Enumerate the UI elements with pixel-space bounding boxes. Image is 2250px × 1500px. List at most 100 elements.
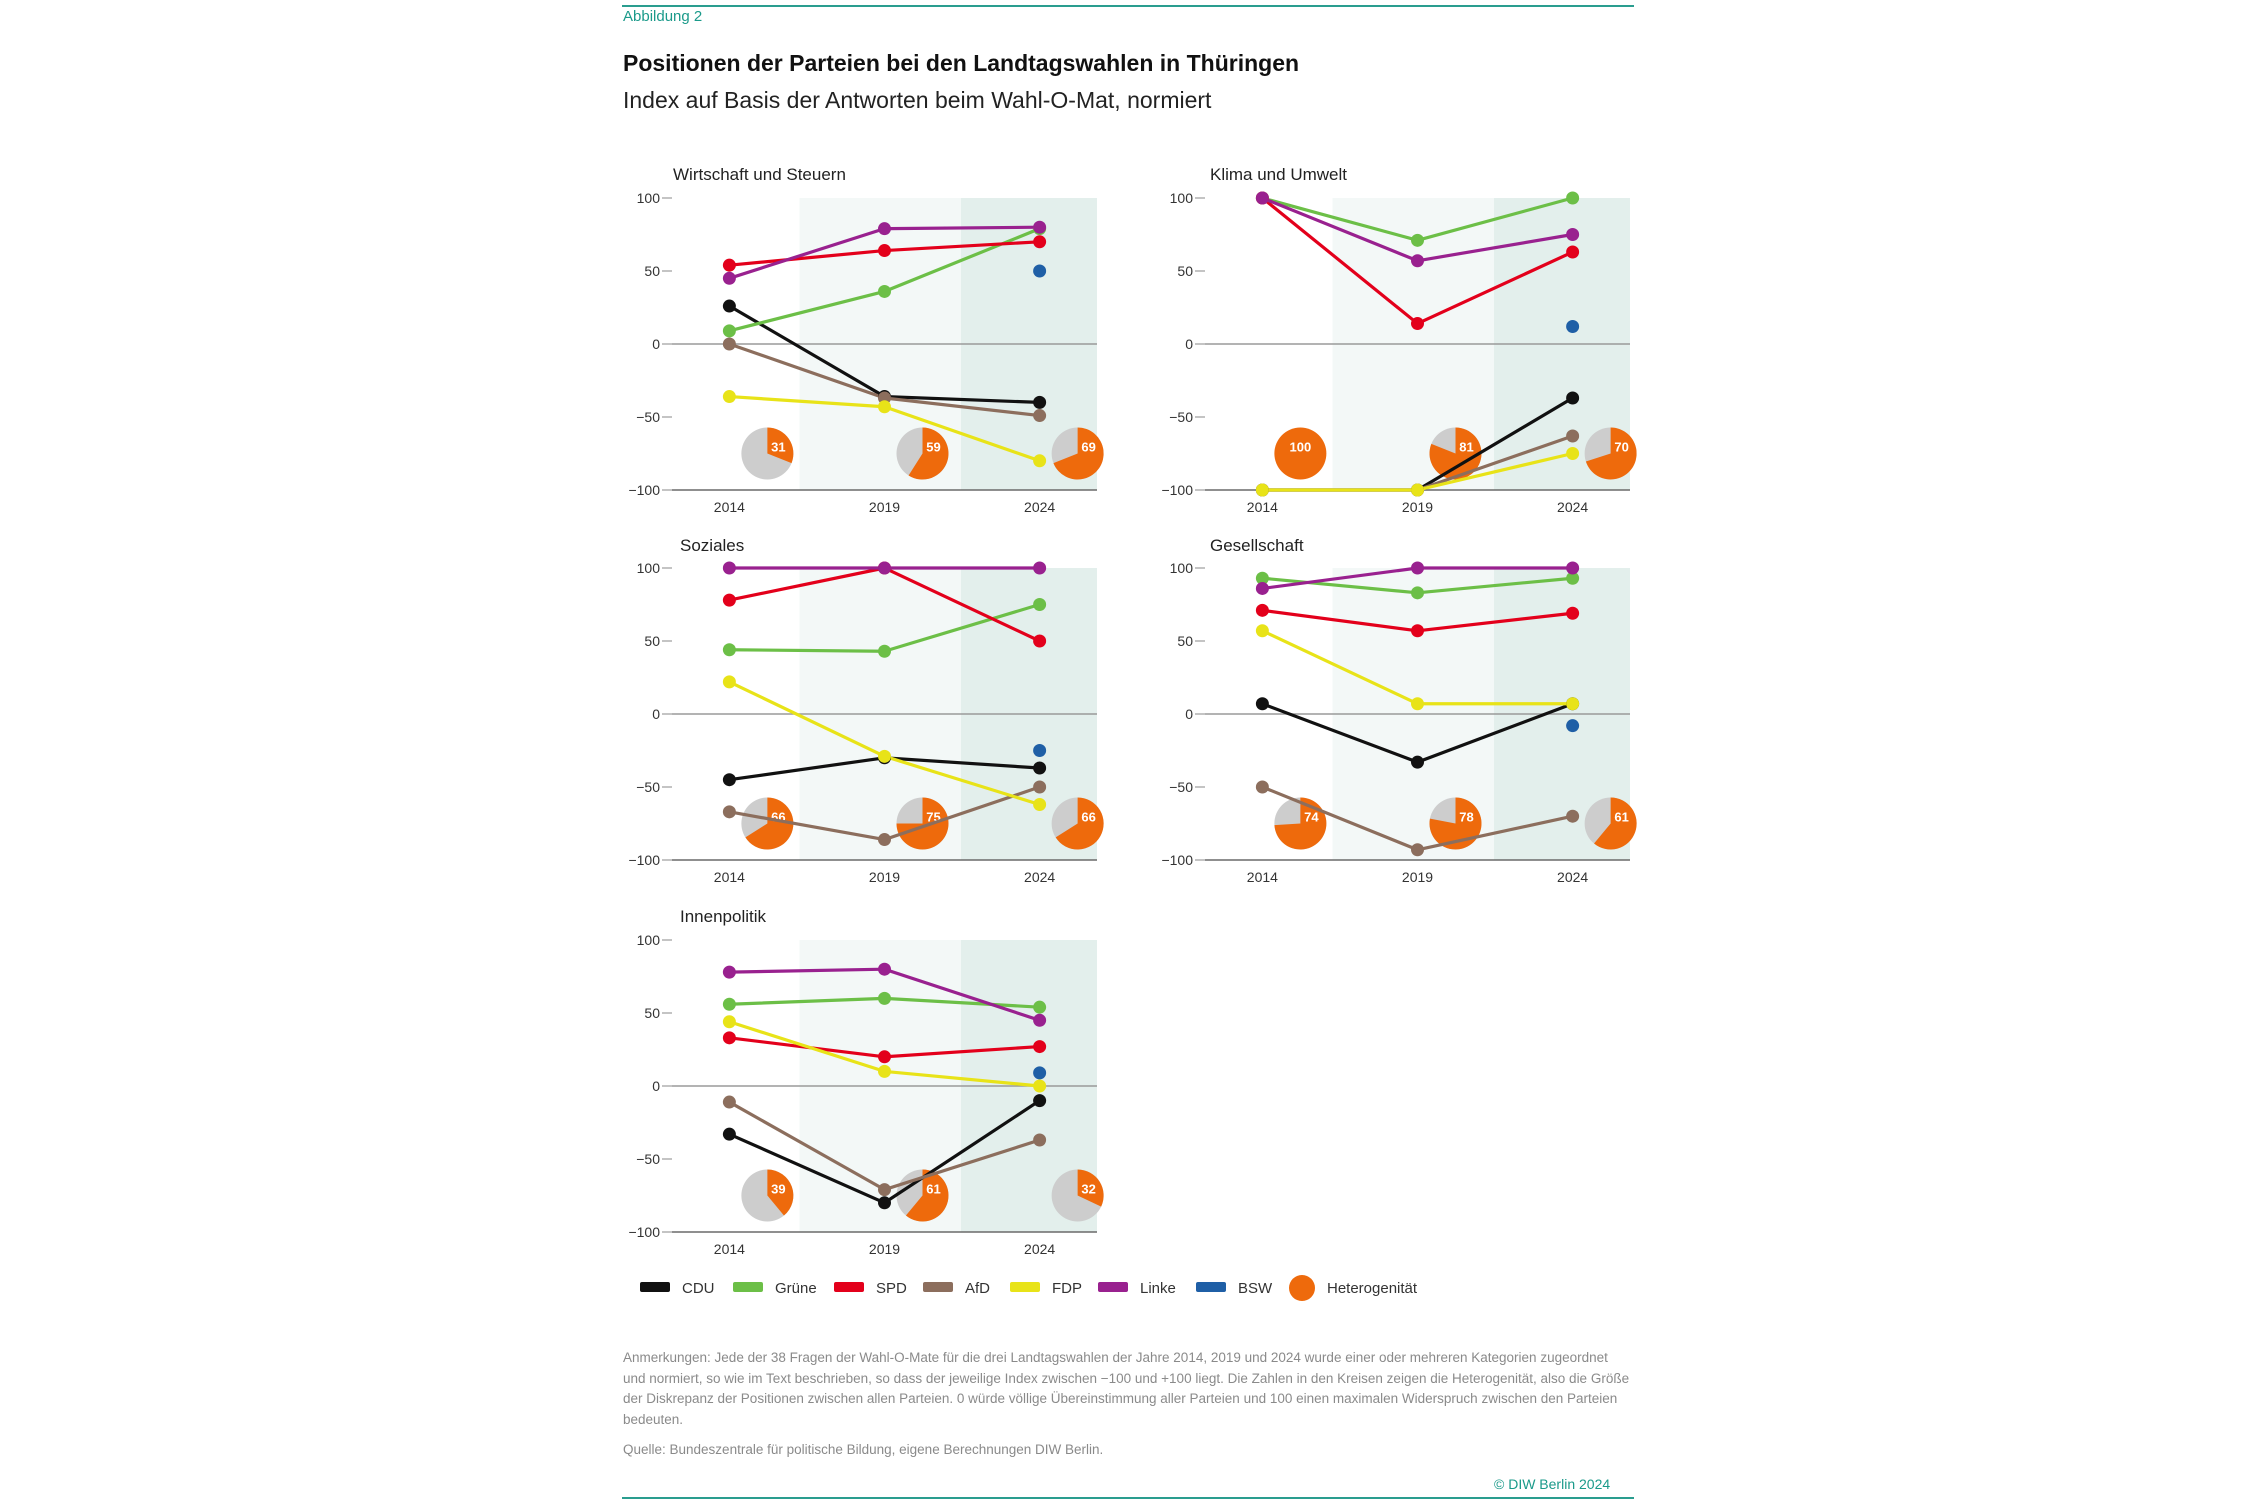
- data-point-gruene: [722, 324, 736, 338]
- data-point-afd: [722, 1095, 736, 1109]
- pie-slice: [1053, 427, 1104, 480]
- data-point-fdp: [878, 749, 891, 763]
- pie-slice: [767, 1169, 794, 1216]
- data-point-afd: [1566, 429, 1580, 443]
- x-tick-label: 2019: [869, 869, 900, 885]
- x-tick-label: 2024: [1557, 869, 1588, 885]
- legend-item-spd: SPD: [834, 1280, 907, 1297]
- y-tick-label: −100: [628, 482, 660, 498]
- figure-title: Positionen der Parteien bei den Landtags…: [623, 50, 1300, 76]
- x-tick-label: 2019: [1402, 499, 1433, 515]
- data-point-linke: [722, 561, 736, 575]
- data-point-linke: [1566, 228, 1580, 241]
- chart-soziales: Soziales 100 50 0 −50 −100 2014 2019 2024 66 75 66: [628, 536, 1104, 885]
- legend-label: Linke: [1140, 1280, 1176, 1297]
- data-point-cdu: [722, 1127, 736, 1141]
- y-tick-label: −100: [1161, 852, 1193, 868]
- legend-swatch: [1196, 1282, 1226, 1292]
- x-tick-label: 2014: [1247, 499, 1278, 515]
- heterogeneity-pie: 69: [1051, 427, 1104, 480]
- data-point-linke: [1255, 581, 1269, 595]
- pie-slice: [1594, 797, 1637, 850]
- data-point-spd: [1411, 317, 1424, 331]
- data-point-fdp: [1255, 624, 1269, 638]
- data-point-fdp: [878, 1064, 891, 1078]
- data-point-afd: [1033, 1133, 1047, 1147]
- chart-title: Innenpolitik: [680, 907, 767, 926]
- data-point-afd: [1566, 809, 1580, 823]
- pie-slice: [1429, 797, 1482, 850]
- data-point-linke: [1411, 254, 1424, 268]
- data-point-linke: [1255, 191, 1269, 205]
- y-tick-label: 100: [637, 190, 661, 206]
- y-tick-label: −50: [1169, 779, 1193, 795]
- data-point-gruene: [722, 643, 736, 657]
- legend-label: Heterogenität: [1327, 1280, 1418, 1297]
- y-tick-label: 50: [644, 1005, 660, 1021]
- legend-swatch: [1010, 1282, 1040, 1292]
- data-point-gruene: [1255, 571, 1269, 585]
- heterogeneity-value: 100: [1290, 440, 1312, 455]
- heterogeneity-value: 70: [1614, 440, 1628, 455]
- data-point-spd: [722, 593, 736, 607]
- chart-gesellschaft: Gesellschaft 100 50 0 −50 −100 2014 2019 2024 74 7…: [1161, 536, 1637, 885]
- data-point-gruene: [878, 284, 891, 298]
- x-tick-label: 2014: [1247, 869, 1278, 885]
- heterogeneity-value: 69: [1081, 440, 1095, 455]
- y-tick-label: 0: [1185, 336, 1193, 352]
- y-tick-label: 50: [644, 263, 660, 279]
- y-tick-label: 50: [644, 633, 660, 649]
- y-tick-label: 0: [652, 706, 660, 722]
- data-point-spd: [878, 244, 891, 258]
- figure-label: Abbildung 2: [623, 8, 703, 25]
- data-point-afd: [1033, 409, 1047, 423]
- pie-slice: [1077, 1169, 1104, 1207]
- data-point-cdu: [1411, 755, 1424, 769]
- heterogeneity-pie: 59: [896, 427, 949, 480]
- legend-heterogeneity-swatch: [1289, 1275, 1315, 1301]
- data-point-gruene: [1411, 586, 1424, 600]
- legend-item-afd: AfD: [923, 1280, 990, 1297]
- data-point-linke: [1566, 561, 1580, 575]
- heterogeneity-pie: 78: [1429, 797, 1482, 850]
- data-point-fdp: [722, 390, 736, 404]
- x-tick-label: 2014: [714, 869, 745, 885]
- heterogeneity-pie: 39: [741, 1169, 794, 1222]
- legend-item-heterogeneity: Heterogenität: [1289, 1275, 1418, 1301]
- data-point-cdu: [722, 299, 736, 313]
- data-point-bsw: [1033, 264, 1047, 278]
- copyright-note: © DIW Berlin 2024: [1494, 1476, 1611, 1492]
- heterogeneity-pie: 74: [1274, 797, 1327, 850]
- heterogeneity-pie: 70: [1584, 427, 1637, 480]
- data-point-afd: [1411, 843, 1424, 857]
- y-tick-label: 0: [652, 1078, 660, 1094]
- y-tick-label: −100: [628, 852, 660, 868]
- figure-subtitle: Index auf Basis der Antworten beim Wahl-…: [623, 87, 1212, 113]
- data-point-afd: [722, 805, 736, 819]
- x-tick-label: 2024: [1024, 1241, 1055, 1257]
- heterogeneity-value: 32: [1081, 1182, 1095, 1197]
- data-point-spd: [722, 1031, 736, 1045]
- heterogeneity-pie: 32: [1051, 1169, 1104, 1222]
- data-point-afd: [878, 833, 891, 847]
- heterogeneity-value: 66: [1081, 810, 1095, 825]
- heterogeneity-pie: 81: [1429, 427, 1482, 480]
- data-point-cdu: [1033, 761, 1047, 775]
- data-point-gruene: [1566, 191, 1580, 205]
- data-point-bsw: [1566, 319, 1580, 333]
- x-tick-label: 2024: [1024, 499, 1055, 515]
- heterogeneity-pie: 66: [741, 797, 794, 850]
- chart-title: Klima und Umwelt: [1210, 165, 1347, 184]
- x-tick-label: 2014: [714, 499, 745, 515]
- data-point-gruene: [1033, 1000, 1047, 1014]
- data-point-gruene: [878, 991, 891, 1005]
- data-point-gruene: [1411, 233, 1424, 247]
- pie-slice: [1274, 427, 1327, 480]
- data-point-spd: [1255, 603, 1269, 617]
- legend-item-cdu: CDU: [640, 1280, 715, 1297]
- chart-title: Wirtschaft und Steuern: [673, 165, 846, 184]
- pie-slice: [1585, 427, 1637, 480]
- data-point-cdu: [1033, 1094, 1047, 1108]
- chart-title: Soziales: [680, 536, 744, 555]
